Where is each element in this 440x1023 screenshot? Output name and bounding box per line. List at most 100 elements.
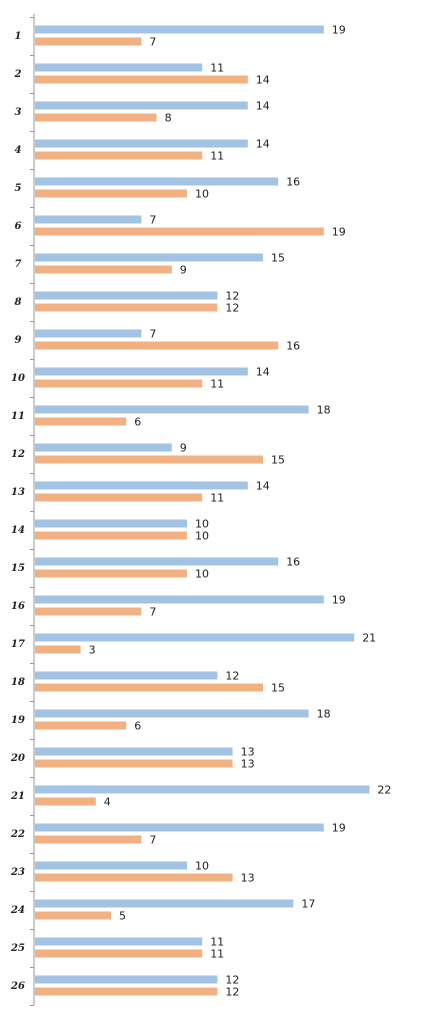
data-label: 17	[301, 898, 315, 911]
category-label: 2	[14, 69, 22, 80]
data-label: 14	[256, 74, 270, 87]
bar-series-2	[35, 531, 187, 540]
bar-series-1	[35, 215, 142, 224]
bar-series-1	[35, 63, 203, 72]
data-label: 11	[210, 936, 224, 949]
bar-series-2	[35, 835, 142, 844]
data-label: 14	[256, 366, 270, 379]
bar-series-1	[35, 823, 324, 832]
bar-series-1	[35, 481, 248, 490]
data-label: 12	[225, 670, 239, 683]
bar-series-2	[35, 797, 96, 806]
bar-series-2	[35, 341, 279, 350]
category-label: 22	[10, 829, 25, 840]
axis-layer	[30, 14, 35, 1006]
category-label: 11	[11, 411, 25, 422]
category-label: 7	[15, 259, 22, 270]
bar-series-1	[35, 443, 172, 452]
bar-series-2	[35, 417, 127, 426]
data-label: 10	[195, 530, 209, 543]
data-label: 7	[149, 834, 156, 847]
bar-series-2	[35, 493, 203, 502]
bar-series-2	[35, 987, 218, 996]
bar-series-1	[35, 595, 324, 604]
bar-series-1	[35, 671, 218, 680]
data-label: 13	[241, 746, 255, 759]
data-label: 8	[165, 112, 172, 125]
bar-series-2	[35, 303, 218, 312]
bar-series-1	[35, 861, 187, 870]
data-label: 10	[195, 860, 209, 873]
bar-series-2	[35, 75, 248, 84]
bar-series-1	[35, 557, 279, 566]
bar-series-1	[35, 519, 187, 528]
data-label: 16	[286, 176, 300, 189]
data-label: 10	[195, 188, 209, 201]
category-label: 15	[11, 563, 25, 574]
bar-series-1	[35, 177, 279, 186]
data-label: 19	[332, 822, 346, 835]
data-label: 19	[332, 226, 346, 239]
data-label: 13	[241, 872, 255, 885]
bar-series-1	[35, 101, 248, 110]
bar-series-1	[35, 405, 309, 414]
data-label: 9	[180, 442, 187, 455]
bar-series-2	[35, 189, 187, 198]
data-label: 7	[149, 214, 156, 227]
data-label: 19	[332, 24, 346, 37]
data-label: 15	[271, 252, 285, 265]
data-label: 12	[225, 302, 239, 315]
bar-series-2	[35, 683, 263, 692]
data-label: 7	[149, 328, 156, 341]
bar-series-1	[35, 899, 294, 908]
data-label: 11	[210, 948, 224, 961]
bar-series-2	[35, 113, 157, 122]
data-label: 4	[104, 796, 111, 809]
bar-series-2	[35, 911, 111, 920]
bar-series-2	[35, 379, 203, 388]
data-label: 6	[134, 720, 141, 733]
data-label: 12	[225, 290, 239, 303]
data-label: 22	[377, 784, 391, 797]
bars-layer	[35, 25, 370, 996]
bar-series-2	[35, 873, 233, 882]
data-label: 11	[210, 378, 224, 391]
category-label: 6	[15, 221, 22, 232]
bar-series-1	[35, 139, 248, 148]
bar-series-2	[35, 721, 127, 730]
data-label: 14	[256, 480, 270, 493]
bar-series-2	[35, 949, 203, 958]
category-label: 18	[11, 677, 25, 688]
category-label: 3	[15, 107, 22, 118]
data-label: 19	[332, 594, 346, 607]
data-label: 21	[362, 632, 376, 645]
category-label: 24	[10, 905, 25, 916]
category-label: 9	[15, 335, 22, 346]
category-label: 8	[15, 297, 22, 308]
bar-series-1	[35, 709, 309, 718]
bar-series-2	[35, 607, 142, 616]
data-label: 12	[225, 974, 239, 987]
category-label: 4	[15, 145, 22, 156]
data-label: 18	[317, 708, 331, 721]
data-label: 11	[210, 492, 224, 505]
data-label: 15	[271, 682, 285, 695]
bar-series-1	[35, 937, 203, 946]
data-label: 14	[256, 138, 270, 151]
bar-series-1	[35, 329, 142, 338]
category-label: 14	[11, 525, 25, 536]
category-label: 17	[11, 639, 25, 650]
bar-series-2	[35, 645, 81, 654]
bar-series-2	[35, 265, 172, 274]
data-label: 10	[195, 568, 209, 581]
bar-series-2	[35, 37, 142, 46]
bar-series-1	[35, 367, 248, 376]
data-label: 7	[149, 606, 156, 619]
category-label: 20	[10, 753, 25, 764]
category-label: 23	[10, 867, 25, 878]
bar-series-1	[35, 25, 324, 34]
data-label: 13	[241, 758, 255, 771]
bar-series-1	[35, 253, 263, 262]
category-label: 26	[10, 981, 25, 992]
